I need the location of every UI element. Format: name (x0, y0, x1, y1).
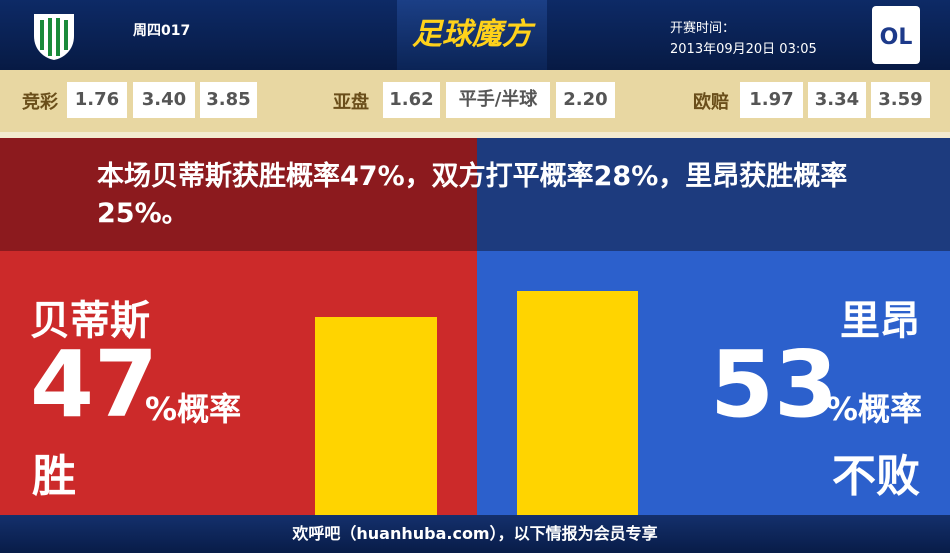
right-unit: %概率 (825, 390, 922, 428)
right-outcome: 不败 (832, 451, 920, 502)
left-logo (34, 14, 74, 60)
right-value: 53 (710, 331, 839, 438)
left-value: 47 (30, 331, 159, 438)
right-team: 里昂 (840, 298, 920, 344)
summary-left-bg (0, 138, 477, 251)
right-logo: OL (872, 6, 920, 64)
left-team: 贝蒂斯 (30, 298, 150, 344)
odds-value: 3.34 (808, 82, 866, 118)
odds-value: 3.59 (871, 82, 930, 118)
bar (315, 316, 437, 515)
summary: 本场贝蒂斯获胜概率47%，双方打平概率28%，里昂获胜概率25%。 (97, 161, 848, 229)
kickoff-time: 2013年09月20日 03:05 (670, 42, 817, 57)
left-unit: %概率 (145, 390, 242, 428)
odds-value: 3.40 (133, 82, 195, 118)
odds-label: 亚盘 (333, 92, 369, 113)
odds-value: 1.76 (67, 82, 127, 118)
odds-label: 欧赔 (693, 92, 729, 113)
odds-value: 3.85 (200, 82, 257, 118)
odds-value: 平手/半球 (446, 82, 550, 118)
kickoff-label: 开赛时间： (670, 21, 736, 36)
match-no: 周四017 (133, 23, 191, 39)
odds-label: 竞彩 (22, 92, 58, 113)
odds-value: 2.20 (556, 82, 615, 118)
odds-value: 1.62 (383, 82, 440, 118)
bar (517, 291, 638, 515)
summary-right-bg (477, 138, 950, 251)
left-outcome: 胜 (32, 451, 76, 502)
brand: 足球魔方 (397, 0, 547, 70)
odds-value: 1.97 (740, 82, 803, 118)
footer: 欢呼吧（huanhuba.com），以下情报为会员专享 (0, 515, 950, 553)
